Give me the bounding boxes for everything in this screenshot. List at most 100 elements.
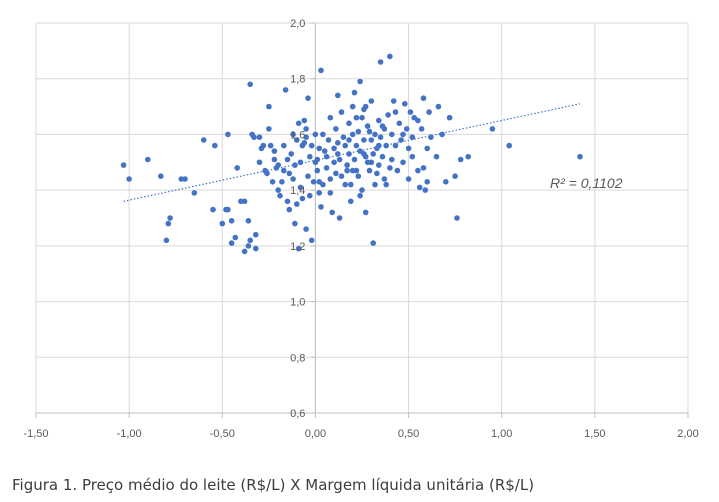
- data-point: [361, 151, 367, 157]
- data-point: [301, 140, 308, 146]
- data-point: [253, 231, 259, 238]
- data-point: [342, 142, 349, 149]
- data-point: [409, 134, 416, 140]
- data-point: [288, 151, 295, 157]
- data-point: [167, 215, 173, 221]
- data-point: [424, 179, 431, 185]
- data-point: [357, 78, 363, 85]
- data-point: [377, 59, 384, 65]
- data-point: [256, 159, 263, 166]
- r-squared-label: R² = 0,1102: [550, 175, 623, 191]
- data-point: [225, 131, 231, 138]
- data-point: [402, 101, 408, 107]
- data-point: [446, 114, 453, 121]
- data-point: [314, 167, 321, 174]
- data-point: [267, 142, 274, 149]
- data-point: [349, 167, 356, 174]
- data-point: [577, 153, 583, 160]
- data-point: [351, 89, 358, 96]
- data-point: [325, 137, 332, 143]
- data-point: [316, 190, 323, 196]
- data-point: [361, 137, 367, 143]
- data-point: [405, 176, 412, 182]
- data-point: [163, 237, 170, 244]
- data-point: [275, 162, 282, 168]
- y-tick-label: 1,4: [290, 185, 305, 197]
- data-point: [344, 162, 350, 168]
- data-point: [312, 131, 319, 138]
- data-point: [333, 126, 339, 132]
- data-point: [465, 153, 472, 160]
- data-point: [383, 181, 390, 188]
- data-point: [320, 131, 326, 138]
- data-point: [327, 176, 334, 182]
- data-point: [433, 153, 440, 160]
- data-point: [260, 142, 267, 149]
- data-point: [284, 198, 291, 205]
- data-point: [383, 142, 390, 149]
- data-point: [333, 170, 339, 177]
- data-point: [335, 140, 341, 146]
- x-tick-label: -0,50: [210, 428, 235, 440]
- data-point: [364, 123, 371, 129]
- data-point: [331, 159, 337, 166]
- data-point: [245, 243, 252, 249]
- chart-canvas: R² = 0,1102 -1,50 -1,00 -0,50 0,00 0,50 1,00 1…: [23, 18, 698, 440]
- data-point: [210, 206, 216, 213]
- data-point: [191, 190, 198, 196]
- data-point: [346, 137, 352, 143]
- data-point: [305, 173, 311, 179]
- data-point: [362, 209, 369, 216]
- data-point: [266, 126, 272, 132]
- data-point: [271, 148, 278, 154]
- data-point: [327, 114, 334, 121]
- data-point: [303, 134, 309, 140]
- data-point: [245, 218, 252, 224]
- data-point: [372, 181, 378, 188]
- data-point: [457, 156, 464, 163]
- data-point: [396, 120, 403, 127]
- data-point: [338, 109, 345, 115]
- data-point: [435, 103, 442, 110]
- data-point: [357, 192, 363, 199]
- data-point: [234, 165, 240, 171]
- data-point: [219, 220, 226, 227]
- data-point: [389, 131, 395, 138]
- data-point: [303, 126, 309, 132]
- data-point: [370, 151, 377, 157]
- data-point: [335, 92, 341, 99]
- data-point: [426, 109, 432, 115]
- x-tick-label: -1,50: [23, 428, 48, 440]
- data-point: [290, 131, 296, 138]
- x-tick-label: -1,00: [117, 428, 142, 440]
- data-point: [353, 114, 360, 121]
- data-point: [376, 142, 382, 149]
- data-point: [241, 198, 248, 205]
- scatter-chart: R² = 0,1102 -1,50 -1,00 -0,50 0,00 0,50 1,00 1…: [23, 18, 698, 440]
- trendline: [123, 103, 581, 202]
- data-point: [349, 103, 356, 110]
- data-point: [443, 179, 449, 185]
- data-point: [346, 120, 352, 127]
- data-point: [424, 145, 431, 152]
- y-tick-label: 1,0: [290, 297, 305, 309]
- data-point: [225, 206, 231, 213]
- data-point: [344, 167, 350, 174]
- data-point: [323, 165, 330, 171]
- data-point: [299, 195, 306, 202]
- data-point: [506, 142, 512, 149]
- data-point: [303, 226, 309, 232]
- data-point: [359, 114, 365, 121]
- figure-caption: Figura 1. Preço médio do leite (R$/L) X …: [12, 476, 535, 494]
- data-point: [158, 173, 164, 179]
- data-point: [292, 220, 298, 227]
- data-point: [281, 167, 287, 174]
- data-point: [212, 142, 218, 149]
- data-point: [295, 120, 302, 127]
- data-point: [253, 245, 259, 252]
- data-point: [394, 167, 401, 174]
- data-point: [349, 131, 356, 138]
- data-point: [366, 128, 373, 135]
- data-point: [266, 103, 272, 110]
- y-tick-label: 1,6: [290, 129, 305, 141]
